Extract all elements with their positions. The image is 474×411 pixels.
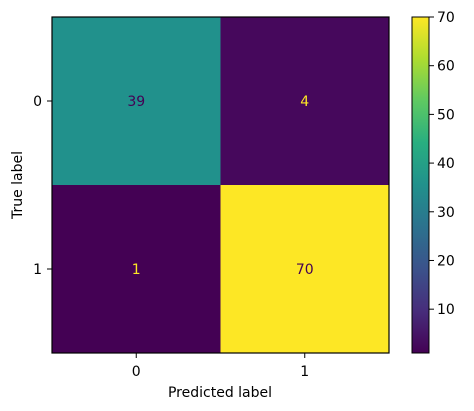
x-axis-label: Predicted label — [168, 385, 272, 401]
cell-value-1-0: 1 — [132, 262, 141, 278]
cell-value-0-0: 39 — [127, 94, 145, 110]
heatmap-cell-1-0 — [52, 185, 221, 353]
y-tick-label-1: 1 — [33, 262, 42, 278]
heatmap-cell-0-1 — [220, 17, 389, 185]
colorbar-tick-label-4: 50 — [437, 107, 455, 123]
cell-value-0-1: 4 — [300, 94, 309, 110]
colorbar-tick-label-6: 70 — [437, 10, 455, 26]
x-tick-label-1: 1 — [300, 364, 309, 380]
plot-frame — [51, 16, 390, 354]
y-tick-label-0: 0 — [33, 94, 42, 110]
heatmap-cells — [52, 17, 389, 353]
colorbar-tick-label-3: 40 — [437, 156, 455, 172]
colorbar-tick-label-1: 20 — [437, 253, 455, 269]
x-tick-label-0: 0 — [132, 364, 141, 380]
heatmap-cell-1-1 — [220, 185, 389, 353]
colorbar-tick-label-2: 30 — [437, 205, 455, 221]
y-axis-label: True label — [10, 151, 26, 220]
colorbar-ticks: 10 20 30 40 50 60 70 — [429, 10, 455, 318]
colorbar-tick-label-5: 60 — [437, 59, 455, 75]
colorbar — [411, 16, 430, 354]
y-axis-ticks: 01 — [33, 94, 52, 278]
cell-value-1-1: 70 — [296, 262, 314, 278]
heatmap-cell-labels: 39 4 1 70 — [127, 94, 313, 278]
heatmap-cell-0-0 — [52, 17, 221, 185]
colorbar-tick-label-0: 10 — [437, 302, 455, 318]
